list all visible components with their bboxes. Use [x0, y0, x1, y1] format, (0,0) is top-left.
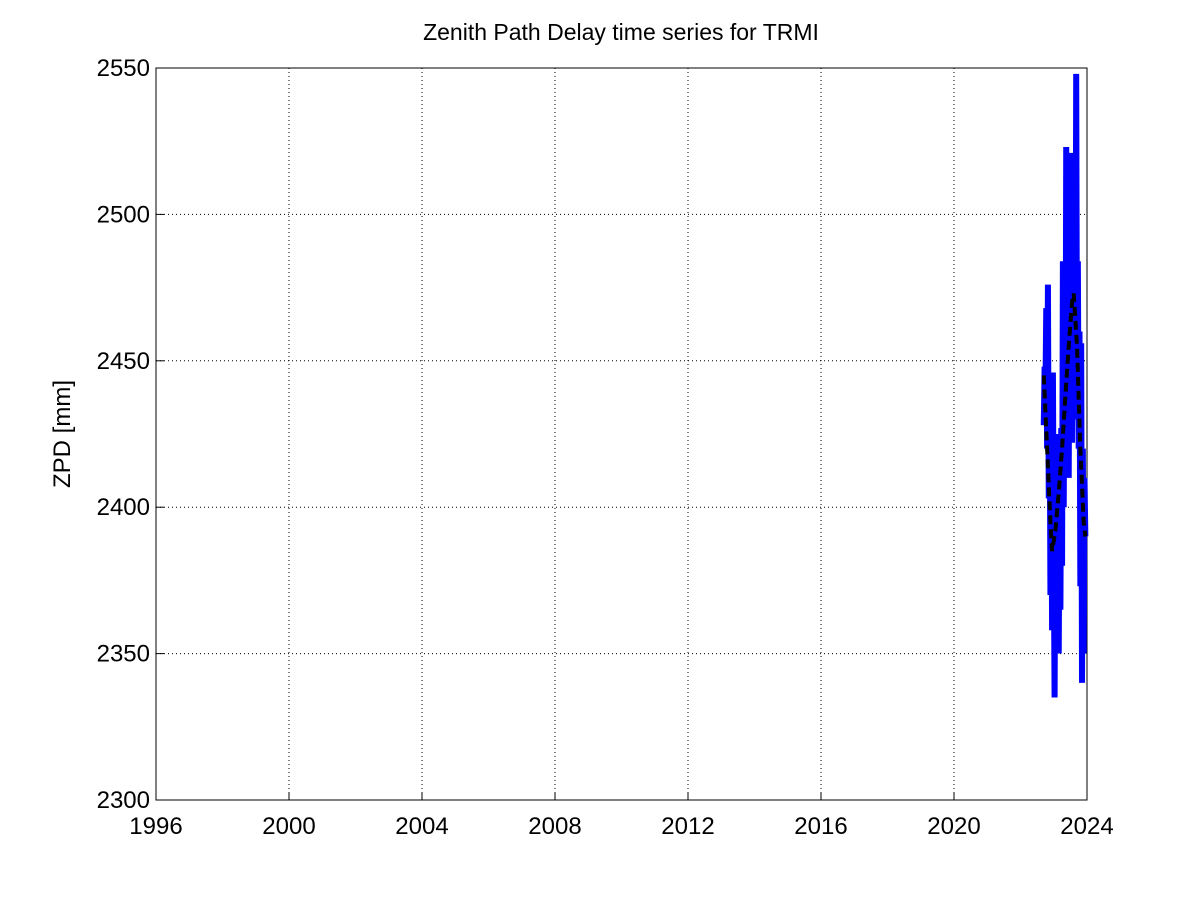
- x-tick-label: 2024: [1060, 813, 1113, 840]
- x-tick-label: 2004: [395, 813, 448, 840]
- x-tick-label: 2008: [528, 813, 581, 840]
- chart-title: Zenith Path Delay time series for TRMI: [423, 19, 819, 45]
- x-tick-label: 1996: [129, 813, 182, 840]
- plot-frame: [155, 67, 1088, 801]
- x-tick-label: 2000: [262, 813, 315, 840]
- y-tick-label: 2300: [97, 787, 150, 814]
- x-tick-label: 2020: [927, 813, 980, 840]
- y-tick-label: 2500: [97, 201, 150, 228]
- y-tick-label: 2350: [97, 641, 150, 668]
- y-tick-label: 2450: [97, 348, 150, 375]
- data-line: [1041, 293, 1088, 552]
- y-tick-label: 2400: [97, 494, 150, 521]
- y-tick-label: 2550: [97, 55, 150, 82]
- y-axis-label: ZPD [mm]: [49, 380, 76, 488]
- x-tick-label: 2012: [661, 813, 714, 840]
- x-tick-label: 2016: [794, 813, 847, 840]
